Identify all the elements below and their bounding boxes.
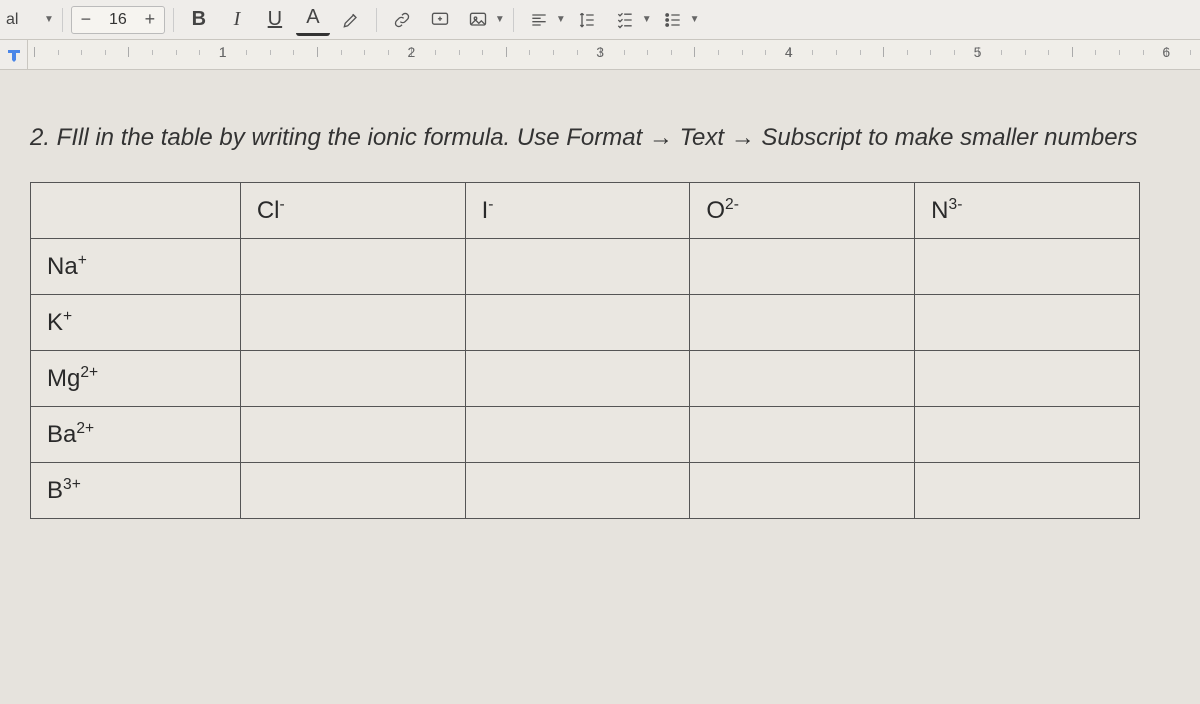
comment-plus-icon	[430, 10, 450, 30]
table-cell[interactable]	[690, 239, 915, 295]
table-cell[interactable]	[915, 351, 1140, 407]
bullet-dropdown-icon[interactable]: ▼	[690, 14, 700, 25]
col-header-i[interactable]: I-	[465, 183, 690, 239]
table-header-row: Cl- I- O2- N3-	[31, 183, 1140, 239]
table-row: K+	[31, 295, 1140, 351]
table-cell[interactable]	[465, 295, 690, 351]
table-cell[interactable]	[465, 463, 690, 519]
image-icon	[468, 10, 488, 30]
link-icon	[392, 10, 412, 30]
ruler-number: 2	[408, 44, 416, 60]
ruler-track[interactable]: 1 2 3 4 5 6	[28, 40, 1200, 69]
table-cell[interactable]	[465, 351, 690, 407]
table-cell[interactable]	[240, 295, 465, 351]
table-cell[interactable]	[915, 407, 1140, 463]
table-row: B3+	[31, 463, 1140, 519]
highlighter-icon	[341, 10, 361, 30]
table-row: Mg2+	[31, 351, 1140, 407]
table-cell[interactable]	[690, 407, 915, 463]
row-header-k[interactable]: K+	[31, 295, 241, 351]
align-button[interactable]	[522, 4, 556, 36]
table-row: Na+	[31, 239, 1140, 295]
separator	[62, 8, 63, 32]
separator	[173, 8, 174, 32]
line-spacing-icon	[577, 10, 597, 30]
italic-button[interactable]: I	[220, 4, 254, 36]
table-row: Ba2+	[31, 407, 1140, 463]
table-cell[interactable]	[915, 295, 1140, 351]
align-left-icon	[529, 10, 549, 30]
ruler-number: 4	[785, 44, 793, 60]
tab-stop-icon	[6, 47, 22, 63]
insert-image-button[interactable]	[461, 4, 495, 36]
font-size-value[interactable]: 16	[100, 11, 136, 29]
row-header-na[interactable]: Na+	[31, 239, 241, 295]
table-cell[interactable]	[690, 351, 915, 407]
col-header-cl[interactable]: Cl-	[240, 183, 465, 239]
row-header-mg[interactable]: Mg2+	[31, 351, 241, 407]
font-name-dropdown-icon[interactable]: ▼	[44, 14, 54, 25]
table-cell[interactable]	[240, 239, 465, 295]
checklist-dropdown-icon[interactable]: ▼	[642, 14, 652, 25]
table-corner-cell[interactable]	[31, 183, 241, 239]
insert-link-button[interactable]	[385, 4, 419, 36]
checklist-button[interactable]	[608, 4, 642, 36]
ionic-formula-table[interactable]: Cl- I- O2- N3- Na+ K+ Mg2+ Ba2+	[30, 182, 1140, 519]
underline-button[interactable]: U	[258, 4, 292, 36]
table-cell[interactable]	[240, 463, 465, 519]
highlight-color-button[interactable]	[334, 4, 368, 36]
table-cell[interactable]	[915, 463, 1140, 519]
add-comment-button[interactable]	[423, 4, 457, 36]
text-color-button[interactable]: A	[296, 4, 330, 36]
table-cell[interactable]	[240, 351, 465, 407]
ruler-number: 5	[974, 44, 982, 60]
instruction-text: 2. FIll in the table by writing the ioni…	[30, 120, 1180, 156]
table-cell[interactable]	[465, 407, 690, 463]
table-cell[interactable]	[240, 407, 465, 463]
ruler-number: 1	[219, 44, 227, 60]
ruler-number: 6	[1162, 44, 1170, 60]
table-cell[interactable]	[690, 295, 915, 351]
row-header-ba[interactable]: Ba2+	[31, 407, 241, 463]
bold-button[interactable]: B	[182, 4, 216, 36]
separator	[513, 8, 514, 32]
tab-selector[interactable]	[0, 40, 28, 69]
font-size-increase[interactable]: +	[136, 9, 164, 30]
bulleted-list-button[interactable]	[656, 4, 690, 36]
horizontal-ruler: 1 2 3 4 5 6	[0, 40, 1200, 70]
table-cell[interactable]	[465, 239, 690, 295]
font-size-decrease[interactable]: −	[72, 9, 100, 30]
ruler-number: 3	[596, 44, 604, 60]
align-dropdown-icon[interactable]: ▼	[556, 14, 566, 25]
table-cell[interactable]	[690, 463, 915, 519]
bullet-list-icon	[663, 10, 683, 30]
separator	[376, 8, 377, 32]
row-header-b[interactable]: B3+	[31, 463, 241, 519]
col-header-o[interactable]: O2-	[690, 183, 915, 239]
formatting-toolbar: al ▼ − 16 + B I U A ▼ ▼ ▼ ▼	[0, 0, 1200, 40]
checklist-icon	[615, 10, 635, 30]
line-spacing-button[interactable]	[570, 4, 604, 36]
col-header-n[interactable]: N3-	[915, 183, 1140, 239]
font-name-display[interactable]: al	[4, 11, 44, 29]
image-dropdown-icon[interactable]: ▼	[495, 14, 505, 25]
table-cell[interactable]	[915, 239, 1140, 295]
document-area[interactable]: 2. FIll in the table by writing the ioni…	[0, 70, 1200, 704]
font-size-stepper[interactable]: − 16 +	[71, 6, 165, 34]
